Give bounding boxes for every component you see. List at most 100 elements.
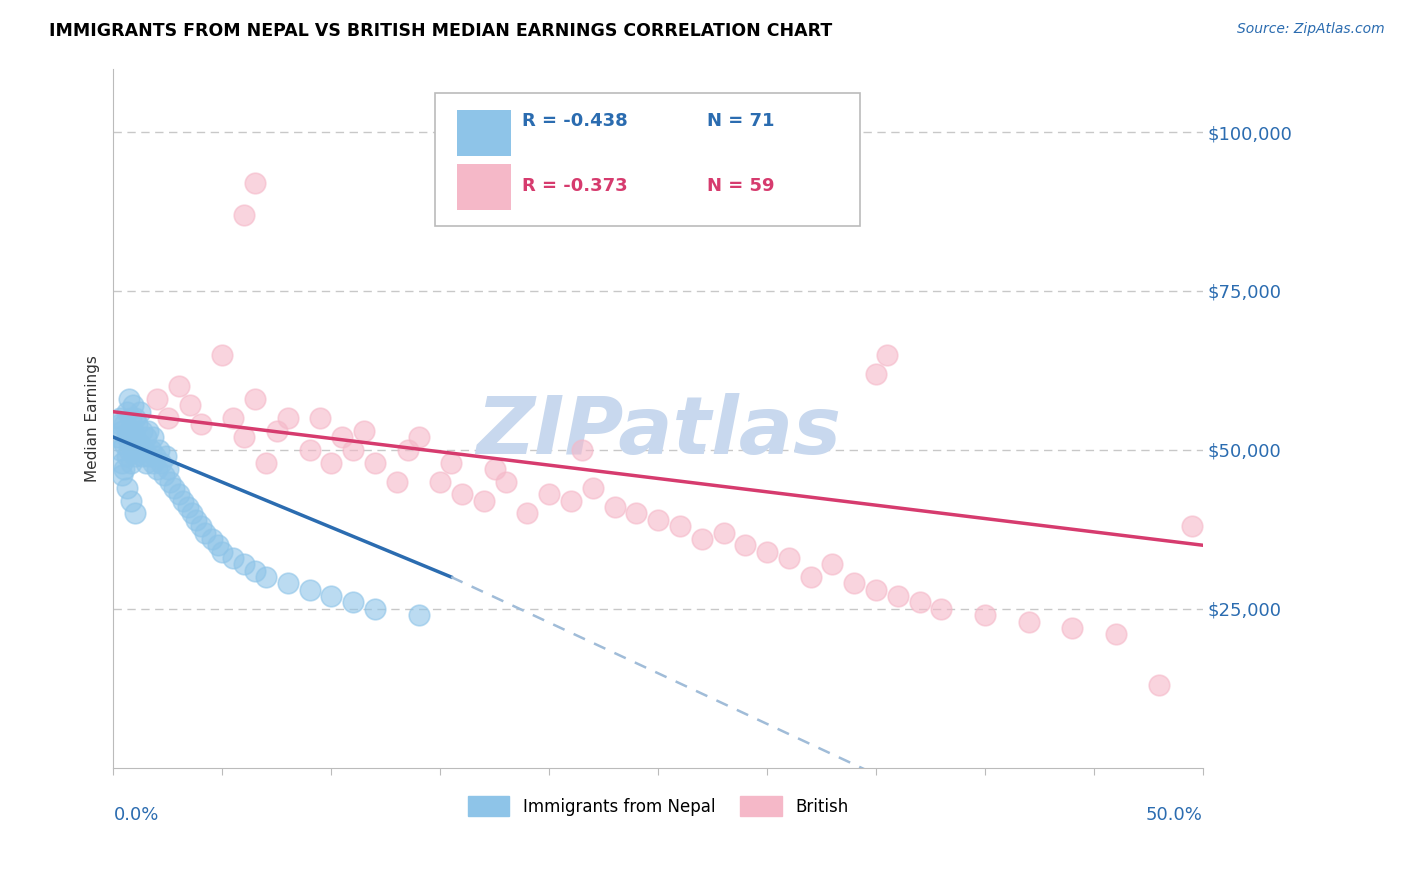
Point: [108, 417, 131, 432]
Point: [516, 507, 538, 521]
Point: [207, 538, 229, 552]
Point: [127, 442, 149, 457]
Point: [364, 602, 387, 616]
Point: [211, 544, 233, 558]
Point: [146, 392, 169, 406]
Point: [135, 456, 157, 470]
Point: [690, 532, 713, 546]
Point: [626, 507, 648, 521]
Point: [163, 481, 186, 495]
Point: [142, 456, 165, 470]
Text: R = -0.373: R = -0.373: [522, 177, 627, 195]
Point: [179, 398, 201, 412]
Point: [152, 468, 174, 483]
Point: [266, 424, 288, 438]
Text: IMMIGRANTS FROM NEPAL VS BRITISH MEDIAN EARNINGS CORRELATION CHART: IMMIGRANTS FROM NEPAL VS BRITISH MEDIAN …: [49, 22, 832, 40]
Point: [385, 475, 408, 489]
Point: [876, 347, 898, 361]
Point: [190, 417, 212, 432]
Bar: [457, 164, 512, 210]
Point: [142, 430, 165, 444]
Point: [1181, 519, 1204, 533]
Point: [908, 595, 931, 609]
Point: [124, 411, 146, 425]
Point: [451, 487, 474, 501]
Point: [156, 462, 179, 476]
Point: [211, 347, 233, 361]
Point: [330, 430, 353, 444]
Point: [408, 430, 430, 444]
Point: [364, 456, 387, 470]
Point: [115, 481, 138, 495]
Point: [190, 519, 212, 533]
Point: [647, 513, 669, 527]
Point: [150, 456, 173, 470]
Point: [734, 538, 756, 552]
Point: [131, 424, 153, 438]
Point: [756, 544, 779, 558]
Point: [118, 442, 141, 457]
Point: [115, 405, 138, 419]
Point: [128, 436, 150, 450]
Point: [128, 405, 150, 419]
Point: [156, 411, 179, 425]
Point: [321, 589, 343, 603]
Legend: Immigrants from Nepal, British: Immigrants from Nepal, British: [461, 789, 855, 822]
Text: Source: ZipAtlas.com: Source: ZipAtlas.com: [1237, 22, 1385, 37]
Point: [122, 398, 145, 412]
Point: [181, 507, 204, 521]
Point: [713, 525, 735, 540]
Point: [111, 456, 134, 470]
Point: [1149, 678, 1171, 692]
Point: [277, 576, 299, 591]
Point: [108, 442, 131, 457]
Point: [186, 513, 208, 527]
Point: [778, 551, 800, 566]
Point: [254, 570, 277, 584]
Point: [277, 411, 299, 425]
Point: [495, 475, 517, 489]
Text: R = -0.438: R = -0.438: [522, 112, 627, 130]
Text: ZIPatlas: ZIPatlas: [475, 393, 841, 471]
Point: [118, 392, 141, 406]
Point: [1018, 615, 1040, 629]
Point: [143, 449, 166, 463]
Point: [321, 456, 343, 470]
Point: [138, 424, 160, 438]
Y-axis label: Median Earnings: Median Earnings: [86, 355, 100, 482]
Point: [200, 532, 222, 546]
Point: [1105, 627, 1128, 641]
Point: [571, 442, 593, 457]
Point: [243, 176, 266, 190]
Point: [139, 442, 162, 457]
Point: [122, 442, 145, 457]
Point: [669, 519, 692, 533]
Point: [396, 442, 419, 457]
Point: [429, 475, 451, 489]
Point: [298, 442, 321, 457]
Point: [243, 564, 266, 578]
Point: [124, 507, 146, 521]
Point: [440, 456, 463, 470]
Point: [112, 462, 135, 476]
Point: [155, 449, 177, 463]
Point: [298, 582, 321, 597]
Point: [342, 595, 364, 609]
Point: [112, 417, 135, 432]
Point: [800, 570, 823, 584]
Point: [233, 558, 256, 572]
Point: [172, 493, 194, 508]
Point: [233, 208, 256, 222]
Bar: [457, 111, 512, 156]
Point: [115, 449, 138, 463]
Point: [138, 449, 160, 463]
Point: [120, 456, 142, 470]
Point: [124, 449, 146, 463]
Point: [309, 411, 332, 425]
Point: [222, 411, 245, 425]
Point: [127, 417, 149, 432]
Point: [132, 442, 155, 457]
Point: [353, 424, 375, 438]
Text: 50.0%: 50.0%: [1146, 806, 1204, 824]
Point: [844, 576, 866, 591]
